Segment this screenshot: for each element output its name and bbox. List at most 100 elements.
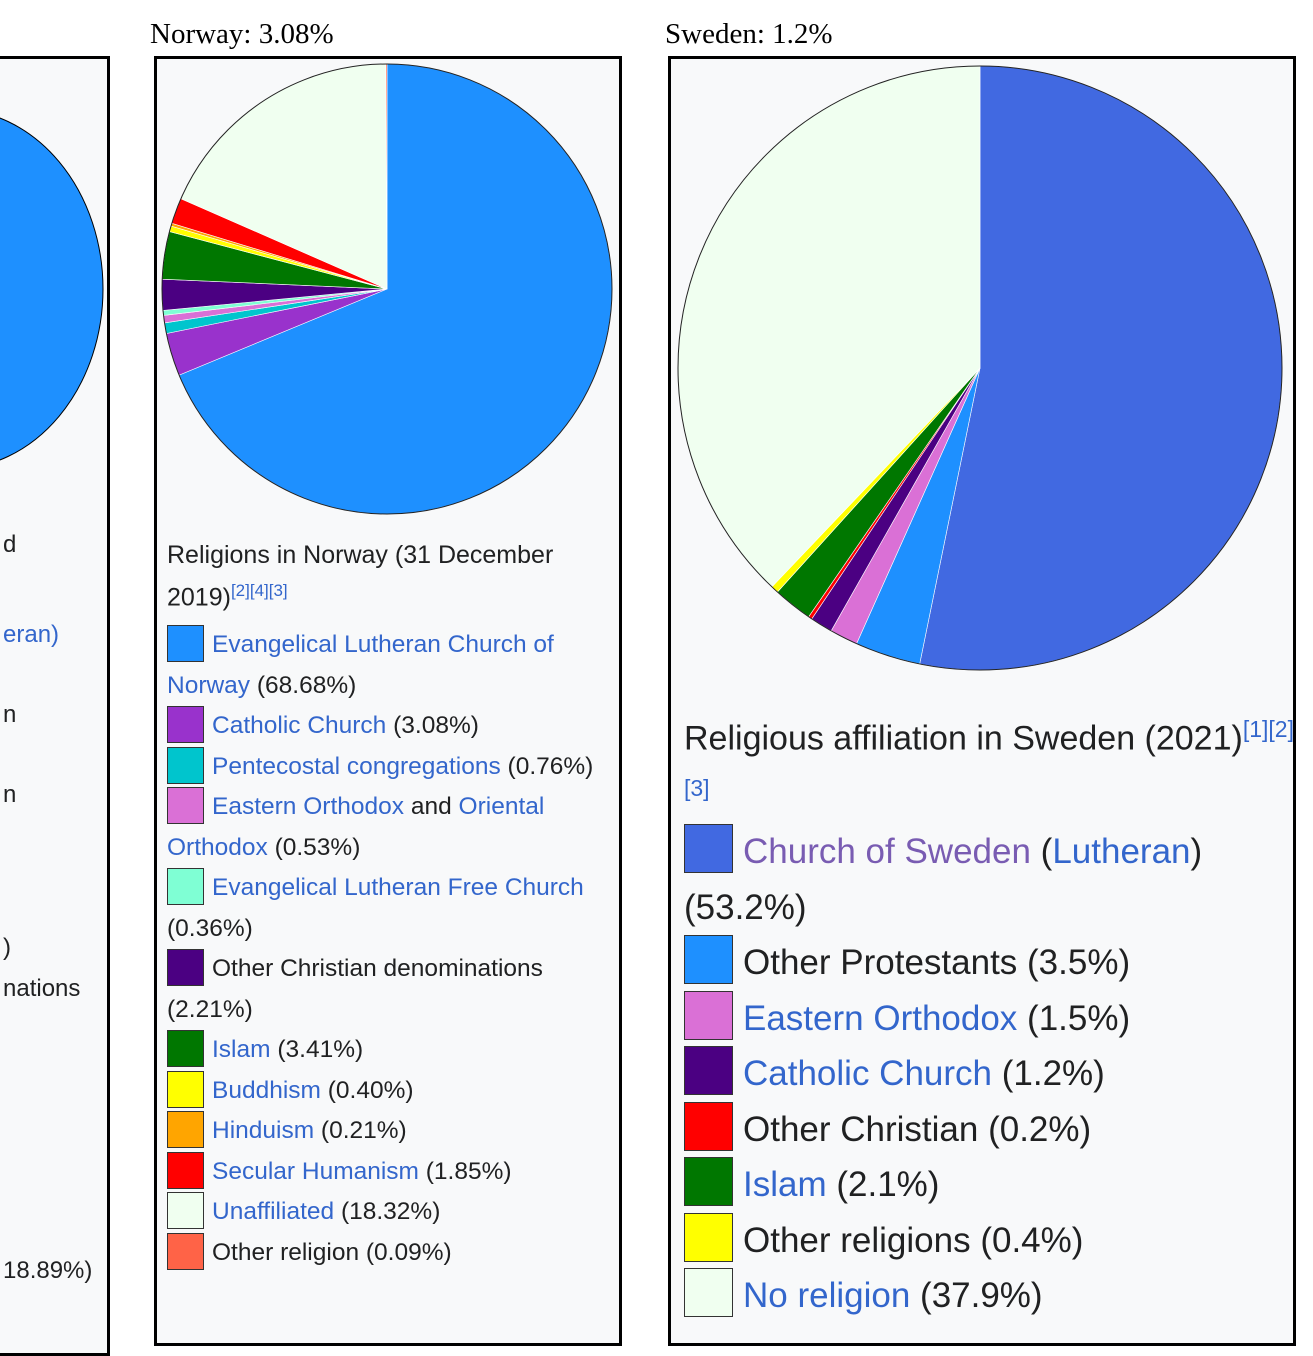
- sweden-legend-text: Other Christian (0.2%): [743, 1109, 1092, 1149]
- norway-chart-panel: Religions in Norway (31 December 2019)[2…: [154, 56, 622, 1346]
- sweden-legend-text: Other religions (0.4%): [743, 1220, 1084, 1260]
- norway-legend-text: Other Christian denominations (2.21%): [167, 955, 543, 1023]
- sweden-legend-text: (1.2%): [992, 1054, 1105, 1093]
- norway-legend-item: Evangelical Lutheran Free Church (0.36%): [167, 868, 612, 949]
- sweden-title-refs[interactable]: [1][2][3]: [684, 716, 1294, 802]
- left-fragment-3: n: [3, 701, 17, 728]
- sweden-legend-swatch: [684, 1046, 733, 1095]
- norway-legend-swatch: [167, 706, 204, 743]
- sweden-legend-swatch: [684, 935, 733, 984]
- norway-legend-link[interactable]: Unaffiliated: [212, 1198, 335, 1225]
- sweden-chart-title: Religious affiliation in Sweden (2021)[1…: [684, 704, 1294, 823]
- norway-legend-text: (0.76%): [500, 752, 594, 780]
- norway-legend-link[interactable]: Catholic Church: [212, 712, 387, 739]
- sweden-chart-panel: Religious affiliation in Sweden (2021)[1…: [668, 56, 1296, 1346]
- norway-legend-text: (3.08%): [386, 712, 479, 739]
- sweden-legend-text: (1.5%): [1017, 998, 1131, 1038]
- norway-legend-text: (68.68%): [250, 671, 357, 699]
- norway-legend-text: (0.40%): [320, 1076, 414, 1104]
- sweden-legend-text: (2.1%): [826, 1165, 940, 1204]
- sweden-legend-text: ) (53.2%): [684, 832, 1203, 927]
- norway-legend-text: (0.36%): [167, 914, 253, 942]
- left-fragment-7: 18.89%): [3, 1257, 93, 1284]
- left-fragment-2: eran): [3, 621, 60, 648]
- norway-legend: Evangelical Lutheran Church of Norway (6…: [167, 625, 612, 1273]
- sweden-legend-text: (37.9%): [910, 1276, 1043, 1315]
- norway-legend-item: Eastern Orthodox and Oriental Orthodox (…: [167, 787, 612, 868]
- norway-legend-link[interactable]: Oriental Orthodox: [167, 793, 545, 861]
- norway-legend-link[interactable]: Pentecostal congregations: [212, 752, 501, 780]
- norway-legend-swatch: [167, 746, 204, 784]
- norway-legend-link[interactable]: Secular Humanism: [212, 1157, 419, 1185]
- sweden-caption: Sweden: 1.2%: [665, 18, 833, 50]
- norway-chart-title: Religions in Norway (31 December 2019)[2…: [167, 537, 612, 615]
- sweden-legend-link[interactable]: Lutheran: [1052, 832, 1191, 871]
- norway-legend-text: (1.85%): [418, 1157, 512, 1185]
- norway-caption: Norway: 3.08%: [150, 18, 334, 50]
- norway-legend-text: and: [404, 793, 459, 820]
- norway-legend-item: Buddhism (0.40%): [167, 1070, 612, 1112]
- sweden-legend-swatch: [684, 1212, 733, 1262]
- norway-legend-swatch: [167, 1070, 204, 1108]
- norway-legend-text: (18.32%): [334, 1198, 441, 1225]
- sweden-legend-link[interactable]: Islam: [743, 1165, 827, 1204]
- norway-legend-link[interactable]: Evangelical Lutheran Church of Norway: [167, 631, 554, 699]
- sweden-legend: Church of Sweden (Lutheran) (53.2%) Other…: [684, 824, 1293, 1324]
- left-pie-fragment: [0, 117, 104, 461]
- sweden-legend-item: Other religions (0.4%): [684, 1212, 1293, 1269]
- sweden-legend-item: Other Christian (0.2%): [684, 1101, 1293, 1158]
- norway-legend-item: Evangelical Lutheran Church of Norway (6…: [167, 625, 612, 706]
- norway-legend-link[interactable]: Eastern Orthodox: [212, 793, 405, 820]
- norway-legend-text: (0.21%): [314, 1117, 407, 1144]
- norway-pie-outline: [161, 63, 613, 515]
- norway-legend-swatch: [167, 1030, 204, 1067]
- norway-title-refs[interactable]: [2][4][3]: [230, 581, 288, 600]
- sweden-legend-item: Islam (2.1%): [684, 1157, 1293, 1213]
- norway-legend-item: Hinduism (0.21%): [167, 1111, 612, 1152]
- norway-legend-item: Catholic Church (3.08%): [167, 706, 612, 747]
- norway-legend-item: Unaffiliated (18.32%): [167, 1192, 612, 1233]
- norway-legend-link[interactable]: Hinduism: [212, 1117, 315, 1144]
- sweden-legend-swatch: [684, 990, 733, 1040]
- left-fragment-1: d: [3, 531, 17, 558]
- sweden-legend-swatch: [684, 1101, 733, 1151]
- left-fragment-6: nations: [3, 975, 81, 1002]
- norway-legend-item: Other religion (0.09%): [167, 1232, 612, 1274]
- norway-legend-swatch: [167, 1232, 204, 1270]
- sweden-legend-item: Church of Sweden (Lutheran) (53.2%): [684, 824, 1293, 935]
- sweden-title-text: Religious affiliation in Sweden (2021): [684, 719, 1243, 758]
- left-chart-panel: d eran) n n ) nations 18.89%): [0, 56, 110, 1356]
- norway-legend-swatch: [167, 1111, 204, 1148]
- norway-legend-text: (3.41%): [270, 1036, 364, 1063]
- sweden-legend-link[interactable]: Church of Sweden: [743, 832, 1031, 871]
- sweden-legend-item: Catholic Church (1.2%): [684, 1046, 1293, 1102]
- sweden-legend-text: Other Protestants (3.5%): [743, 943, 1131, 982]
- norway-legend-swatch: [167, 949, 204, 986]
- norway-legend-swatch: [167, 1192, 204, 1229]
- sweden-pie-outline: [677, 65, 1283, 671]
- norway-legend-text: Other religion (0.09%): [212, 1238, 452, 1266]
- norway-legend-swatch: [167, 868, 204, 905]
- norway-legend-swatch: [167, 787, 204, 824]
- norway-legend-item: Pentecostal congregations (0.76%): [167, 746, 612, 788]
- sweden-legend-link[interactable]: No religion: [743, 1276, 911, 1315]
- norway-legend-link[interactable]: Evangelical Lutheran Free Church: [212, 874, 584, 901]
- sweden-legend-swatch: [684, 1268, 733, 1317]
- norway-pie-chart: [161, 63, 613, 515]
- sweden-legend-link[interactable]: Catholic Church: [743, 1054, 992, 1093]
- norway-legend-swatch: [167, 625, 204, 662]
- sweden-legend-item: No religion (37.9%): [684, 1268, 1293, 1324]
- norway-legend-item: Islam (3.41%): [167, 1030, 612, 1071]
- norway-title-text: Religions in Norway (31 December 2019): [167, 541, 554, 612]
- sweden-pie-chart: [677, 65, 1283, 671]
- left-fragment-5: ): [3, 934, 11, 961]
- norway-legend-item: Other Christian denominations (2.21%): [167, 949, 612, 1030]
- norway-legend-swatch: [167, 1151, 204, 1189]
- norway-legend-text: (0.53%): [267, 833, 361, 861]
- sweden-legend-link[interactable]: Eastern Orthodox: [743, 998, 1018, 1038]
- norway-legend-link[interactable]: Buddhism: [212, 1076, 321, 1104]
- sweden-legend-swatch: [684, 824, 733, 873]
- norway-legend-link[interactable]: Islam: [212, 1036, 271, 1063]
- norway-legend-item: Secular Humanism (1.85%): [167, 1151, 612, 1193]
- sweden-legend-item: Eastern Orthodox (1.5%): [684, 990, 1293, 1047]
